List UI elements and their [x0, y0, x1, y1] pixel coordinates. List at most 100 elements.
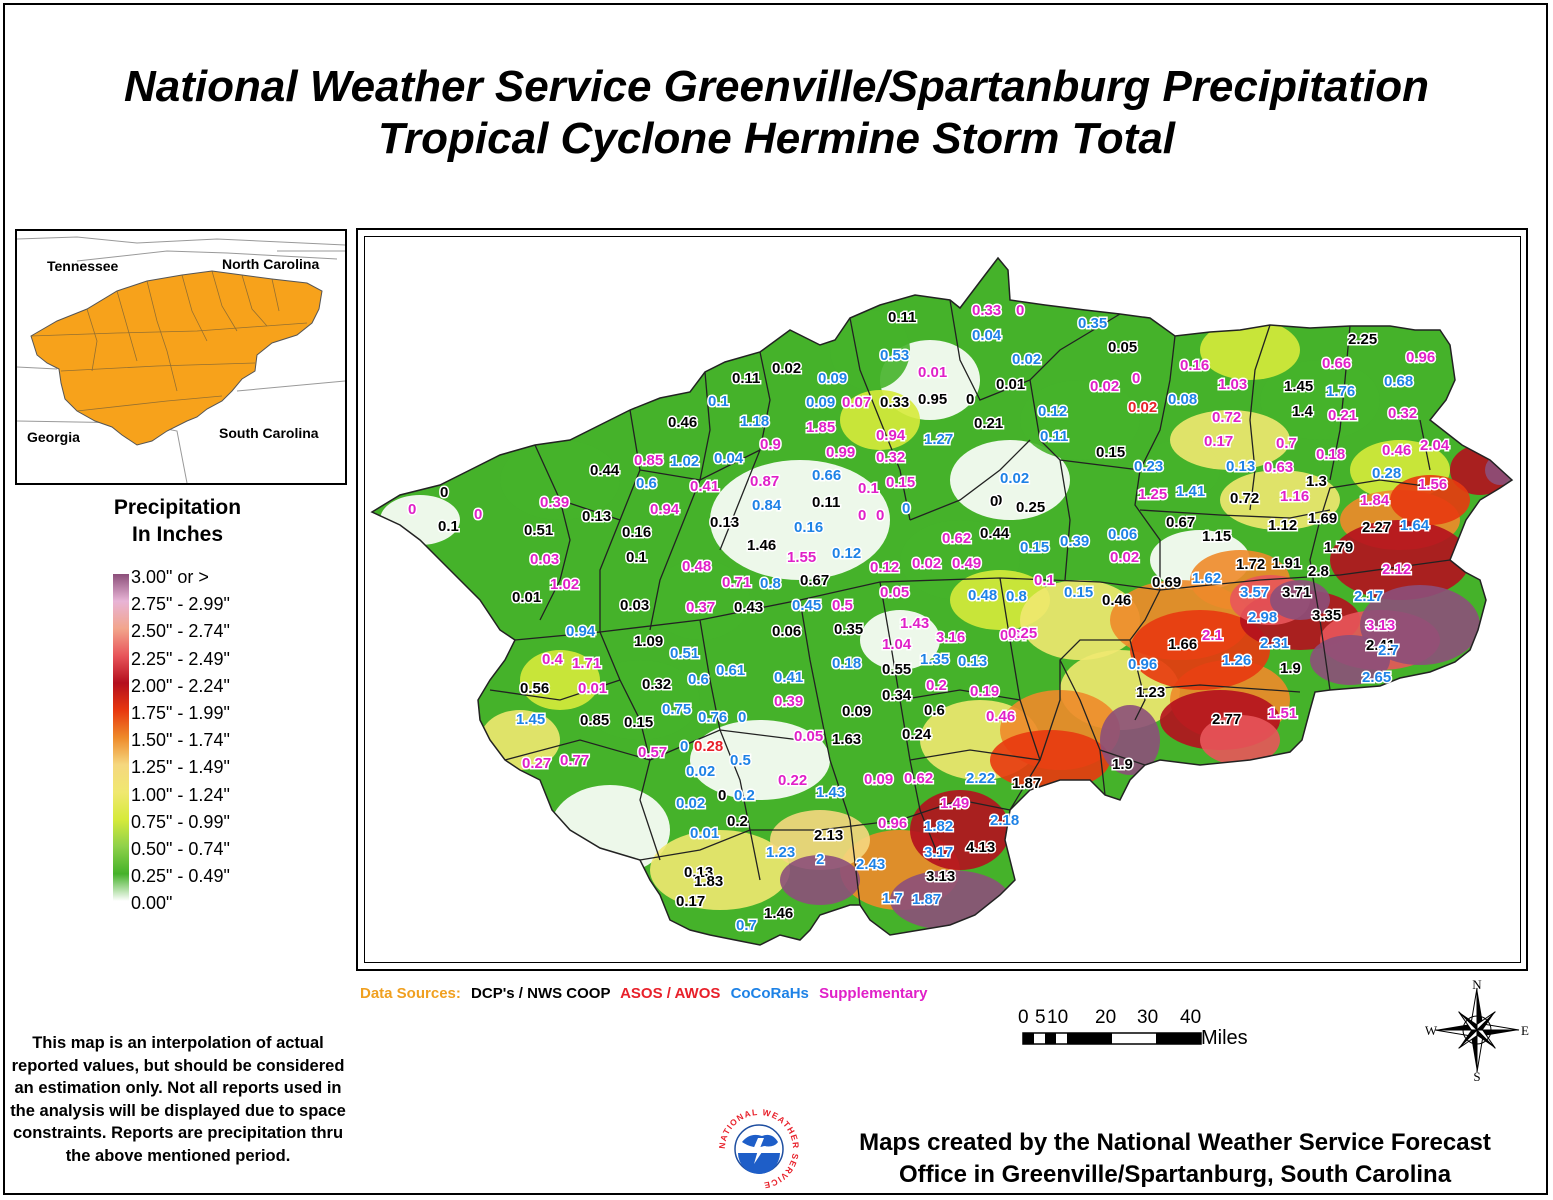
station-value: 0.01 — [512, 589, 541, 606]
station-value: 3.71 — [1282, 584, 1311, 601]
station-value: 0.9 — [760, 436, 781, 453]
precip-blob — [830, 310, 910, 390]
station-value: 0.19 — [970, 683, 999, 700]
station-value: 1.84 — [1360, 492, 1390, 509]
station-value: 0.23 — [1134, 458, 1163, 475]
station-value: 0.46 — [986, 708, 1015, 725]
station-value: 0.7 — [736, 917, 757, 934]
station-value: 1.82 — [924, 818, 953, 835]
station-value: 0.44 — [590, 462, 620, 479]
station-value: 1.72 — [1236, 556, 1265, 573]
station-value: 0.51 — [670, 645, 699, 662]
station-value: 0.67 — [1166, 514, 1195, 531]
station-value: 0.94 — [566, 623, 596, 640]
station-value: 0 — [876, 507, 884, 524]
station-value: 1.79 — [1324, 539, 1353, 556]
station-value: 1.9 — [1280, 660, 1301, 677]
station-value: 0.02 — [1110, 549, 1139, 566]
station-value: 0 — [994, 492, 1002, 509]
station-value: 0.03 — [620, 597, 649, 614]
station-value: 0.15 — [1096, 444, 1125, 461]
legend-title-line1: Precipitation — [113, 496, 242, 519]
legend-class-label: 2.25" - 2.49" — [131, 648, 230, 669]
station-value: 0.72 — [1212, 409, 1241, 426]
station-value: 0.13 — [684, 864, 713, 881]
station-value: 0.02 — [1000, 470, 1029, 487]
legend-title-line2: In Inches — [131, 523, 224, 546]
station-value: 0.02 — [772, 360, 801, 377]
station-value: 0.62 — [942, 530, 971, 547]
station-value: 0.94 — [650, 501, 680, 518]
map-subtitle: Tropical Cyclone Hermine Storm Total — [377, 114, 1176, 163]
station-value: 0.48 — [682, 558, 711, 575]
station-value: 0.67 — [800, 572, 829, 589]
station-value: 3.13 — [1366, 617, 1395, 634]
station-value: 0 — [474, 506, 482, 523]
station-value: 0.39 — [1060, 533, 1089, 550]
legend-class-label: 1.25" - 1.49" — [131, 757, 230, 778]
page-frame — [3, 3, 1548, 1195]
station-value: 0.41 — [690, 478, 719, 495]
inset-label-georgia: Georgia — [27, 429, 80, 445]
legend-title: Precipitation In Inches — [60, 494, 295, 548]
station-value: 0.02 — [912, 555, 941, 572]
station-value: 0.15 — [1020, 539, 1049, 556]
station-value: 0.01 — [578, 680, 607, 697]
station-value: 0 — [858, 507, 866, 524]
station-value: 0.05 — [1108, 339, 1137, 356]
station-value: 1.87 — [1012, 775, 1041, 792]
station-value: 0.5 — [832, 597, 853, 614]
station-value: 3.13 — [926, 868, 955, 885]
station-value: 0.11 — [1040, 428, 1068, 445]
station-value: 0.06 — [772, 623, 801, 640]
legend-class-label: 0.25" - 0.49" — [131, 866, 230, 887]
scale-bar-segments — [1022, 1032, 1202, 1045]
station-value: 1.03 — [1218, 376, 1247, 393]
station-value: 0.05 — [794, 728, 823, 745]
station-value: 0.84 — [752, 497, 782, 514]
source-cocorahs: CoCoRaHs — [730, 985, 809, 1002]
station-value: 0.55 — [882, 661, 911, 678]
station-value: 0.18 — [1316, 446, 1345, 463]
station-value: 0.12 — [870, 559, 899, 576]
station-value: 1.43 — [900, 615, 929, 632]
station-value: 0 — [1132, 370, 1140, 387]
station-value: 0.1 — [438, 518, 459, 535]
station-value: 0.1 — [708, 393, 729, 410]
station-value: 2.8 — [1308, 563, 1329, 580]
station-value: 1.56 — [1418, 476, 1447, 493]
station-value: 0.7 — [1276, 435, 1297, 452]
station-value: 1.16 — [1280, 488, 1309, 505]
station-value: 2.31 — [1260, 635, 1289, 652]
station-value: 2.77 — [1212, 711, 1241, 728]
station-value: 1.83 — [694, 873, 723, 890]
precip-blob — [1260, 360, 1380, 440]
station-value: 0.24 — [902, 726, 932, 743]
precip-blob — [910, 790, 1010, 870]
station-value: 0.95 — [918, 391, 947, 408]
station-value: 1.69 — [1308, 510, 1337, 527]
station-value: 0.08 — [1168, 391, 1197, 408]
station-value: 0.1 — [858, 480, 879, 497]
station-value: 0.09 — [818, 370, 847, 387]
station-value: 0.44 — [980, 525, 1010, 542]
station-value: 2.98 — [1248, 609, 1277, 626]
station-value: 0.05 — [880, 584, 909, 601]
data-sources: Data Sources: DCP's / NWS COOP ASOS / AW… — [360, 985, 933, 1002]
station-value: 3.17 — [924, 844, 953, 861]
station-value: 1.26 — [1222, 652, 1251, 669]
precip-blob — [770, 810, 870, 870]
station-value: 0.41 — [774, 669, 803, 686]
inset-label-south-carolina: South Carolina — [219, 425, 319, 441]
precip-blob — [780, 855, 860, 905]
station-value: 1.4 — [1292, 403, 1314, 420]
inset-label-north-carolina: North Carolina — [222, 256, 320, 272]
station-value: 0.09 — [864, 771, 893, 788]
station-value: 0.21 — [974, 415, 1003, 432]
scale-tick-30: 30 — [1137, 1007, 1158, 1028]
precip-blob — [990, 730, 1110, 790]
station-value: 1.91 — [1272, 555, 1301, 572]
station-value: 0.56 — [520, 680, 549, 697]
station-value: 0.13 — [958, 653, 987, 670]
station-value: 0.04 — [972, 327, 1002, 344]
